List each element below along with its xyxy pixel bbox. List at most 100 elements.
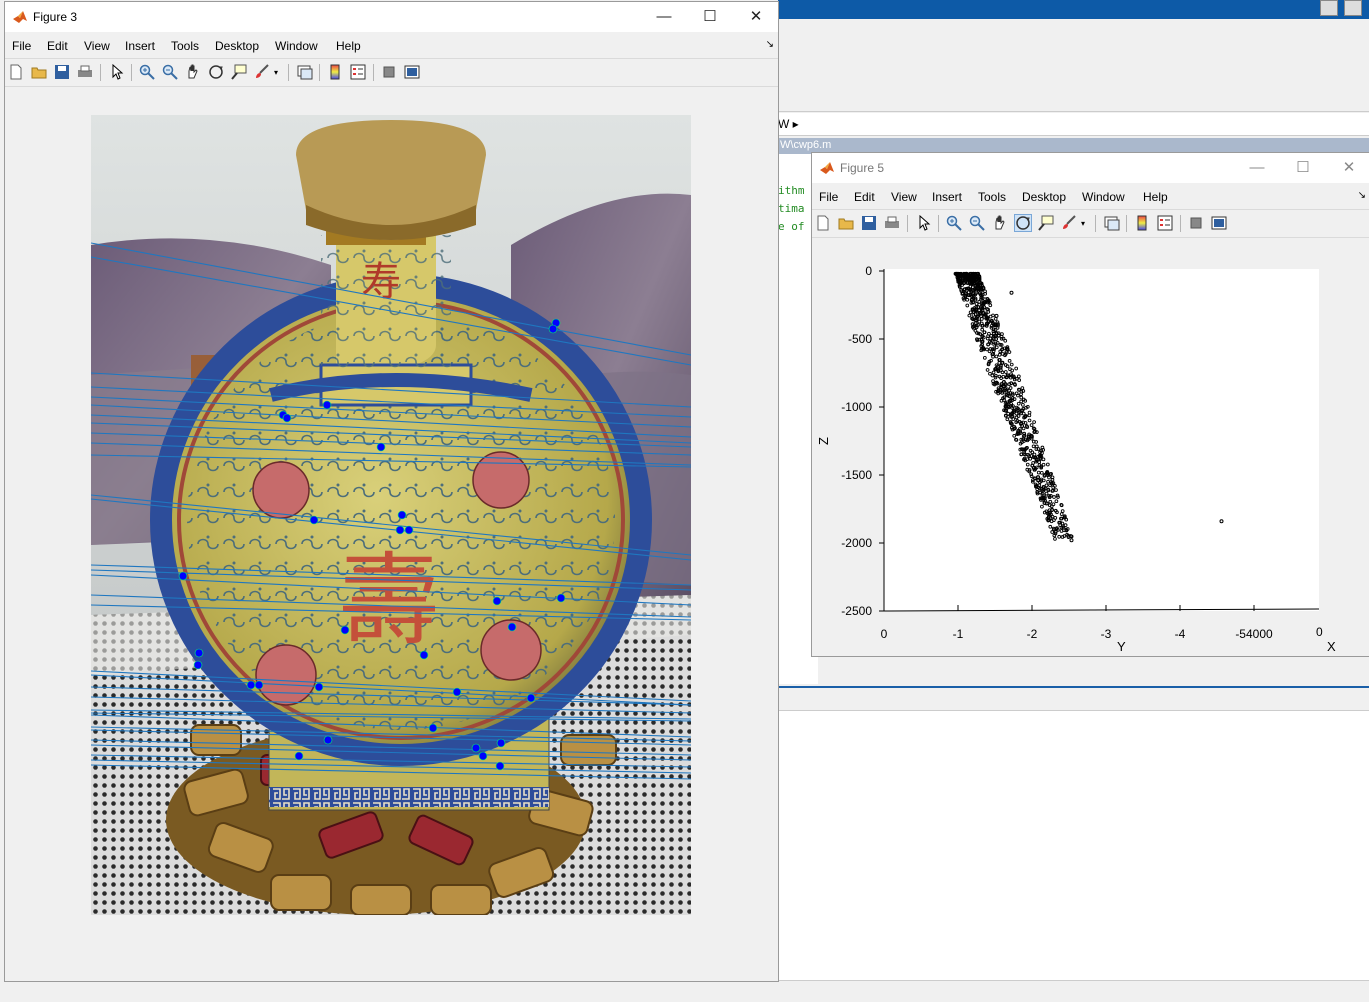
- legend-icon[interactable]: [350, 64, 366, 80]
- figure-3-titlebar[interactable]: Figure 3 — ☐ ✕: [5, 2, 778, 32]
- scatter-point: [1014, 366, 1019, 371]
- link-plot-icon[interactable]: [1104, 215, 1120, 231]
- legend-icon[interactable]: [1157, 215, 1173, 231]
- menu-view[interactable]: View: [84, 39, 110, 53]
- scatter-point: [1027, 468, 1032, 472]
- open-file-icon[interactable]: [838, 215, 854, 231]
- colorbar-icon[interactable]: [1134, 215, 1150, 231]
- scatter-point: [1012, 433, 1017, 438]
- menu-file[interactable]: File: [819, 190, 839, 204]
- save-icon[interactable]: [861, 215, 877, 231]
- scatter-point: [999, 368, 1003, 373]
- menu-window[interactable]: Window: [275, 39, 318, 53]
- scatter-point: [961, 277, 965, 282]
- open-file-icon[interactable]: [31, 64, 47, 80]
- hide-plot-tools-icon[interactable]: [381, 64, 397, 80]
- scatter-point: [1028, 456, 1033, 461]
- pan-icon[interactable]: [992, 215, 1008, 231]
- zoom-in-icon[interactable]: [946, 215, 962, 231]
- scatter-point: [978, 332, 983, 336]
- maximize-button[interactable]: ☐: [703, 8, 717, 25]
- menu-dock-icon[interactable]: ↘: [765, 39, 774, 50]
- menu-insert[interactable]: Insert: [125, 39, 156, 53]
- toolbar-separator: [288, 64, 289, 81]
- scatter-point: [1015, 419, 1020, 423]
- keypoint-marker: [495, 761, 505, 771]
- close-button[interactable]: ✕: [749, 8, 763, 25]
- rotate-3d-icon[interactable]: [1014, 214, 1032, 232]
- scatter-point: [977, 311, 982, 315]
- 3d-point-cloud-plot[interactable]: 0 -500 -1000 -1500 -2000 -2500 0 -1 -2 -3 -4 -5400…: [812, 237, 1369, 657]
- scatter-point: [1004, 346, 1009, 351]
- scatter-point: [1062, 514, 1067, 519]
- menu-dock-icon[interactable]: ↘: [1357, 190, 1366, 201]
- menu-tools[interactable]: Tools: [171, 39, 200, 53]
- epipolar-line: [91, 594, 691, 618]
- pan-icon[interactable]: [185, 64, 201, 80]
- current-folder-path[interactable]: W ▸: [778, 113, 1369, 136]
- data-cursor-icon[interactable]: [1038, 215, 1054, 231]
- brush-dropdown-icon[interactable]: ▾: [1081, 219, 1086, 228]
- print-icon[interactable]: [77, 64, 93, 80]
- close-button[interactable]: ✕: [1342, 159, 1356, 176]
- pointer-icon[interactable]: [109, 64, 125, 80]
- editor-file-tab[interactable]: W\cwp6.m: [778, 138, 1369, 154]
- keypoint-marker: [323, 735, 333, 745]
- new-figure-icon[interactable]: [815, 215, 831, 231]
- keypoints: [178, 318, 566, 771]
- minimize-icon[interactable]: [1320, 0, 1338, 16]
- link-plot-icon[interactable]: [297, 64, 313, 80]
- show-plot-tools-icon[interactable]: [1211, 215, 1227, 231]
- colorbar-icon[interactable]: [327, 64, 343, 80]
- menu-view[interactable]: View: [891, 190, 917, 204]
- y-tick-label: -2: [1027, 627, 1038, 641]
- save-icon[interactable]: [54, 64, 70, 80]
- close-icon[interactable]: [1344, 0, 1362, 16]
- zoom-out-icon[interactable]: [969, 215, 985, 231]
- scatter-point: [1023, 421, 1028, 425]
- rotate-3d-icon[interactable]: [208, 64, 224, 80]
- brush-icon[interactable]: [1061, 215, 1077, 231]
- figure-5-titlebar[interactable]: Figure 5 — ☐ ✕: [812, 153, 1369, 183]
- pointer-icon[interactable]: [916, 215, 932, 231]
- menu-insert[interactable]: Insert: [932, 190, 963, 204]
- menu-desktop[interactable]: Desktop: [1022, 190, 1067, 204]
- scatter-point: [967, 313, 972, 318]
- scatter-point: [1009, 372, 1013, 377]
- scatter-point: [1009, 402, 1014, 406]
- data-cursor-icon[interactable]: [231, 64, 247, 80]
- scatter-point: [1065, 527, 1070, 531]
- menu-edit[interactable]: Edit: [47, 39, 68, 53]
- menu-edit[interactable]: Edit: [854, 190, 875, 204]
- brush-icon[interactable]: [254, 64, 270, 80]
- scatter-point: [973, 273, 978, 277]
- menu-window[interactable]: Window: [1082, 190, 1125, 204]
- new-figure-icon[interactable]: [8, 64, 24, 80]
- scatter-point: [1019, 437, 1024, 442]
- epipolar-line: [91, 386, 691, 418]
- maximize-button[interactable]: ☐: [1296, 159, 1310, 176]
- print-icon[interactable]: [884, 215, 900, 231]
- menu-tools[interactable]: Tools: [978, 190, 1007, 204]
- menu-help[interactable]: Help: [1143, 190, 1168, 204]
- scatter-point: [1034, 444, 1039, 449]
- menu-file[interactable]: File: [12, 39, 32, 53]
- show-plot-tools-icon[interactable]: [404, 64, 420, 80]
- scatter-point: [1009, 362, 1014, 367]
- panel-divider: [778, 686, 1369, 712]
- minimize-button[interactable]: —: [656, 8, 672, 25]
- zoom-in-icon[interactable]: [139, 64, 155, 80]
- epipolar-line: [91, 432, 691, 456]
- toolbar-separator: [131, 64, 132, 81]
- brush-dropdown-icon[interactable]: ▾: [274, 68, 279, 77]
- menu-help[interactable]: Help: [336, 39, 361, 53]
- command-window[interactable]: [778, 710, 1369, 981]
- keypoint-marker: [194, 648, 204, 658]
- scatter-point: [1021, 411, 1026, 416]
- menu-desktop[interactable]: Desktop: [215, 39, 260, 53]
- hide-plot-tools-icon[interactable]: [1188, 215, 1204, 231]
- zoom-out-icon[interactable]: [162, 64, 178, 80]
- minimize-button[interactable]: —: [1249, 159, 1265, 176]
- scatter-point: [974, 318, 978, 322]
- scatter-point: [1019, 421, 1023, 425]
